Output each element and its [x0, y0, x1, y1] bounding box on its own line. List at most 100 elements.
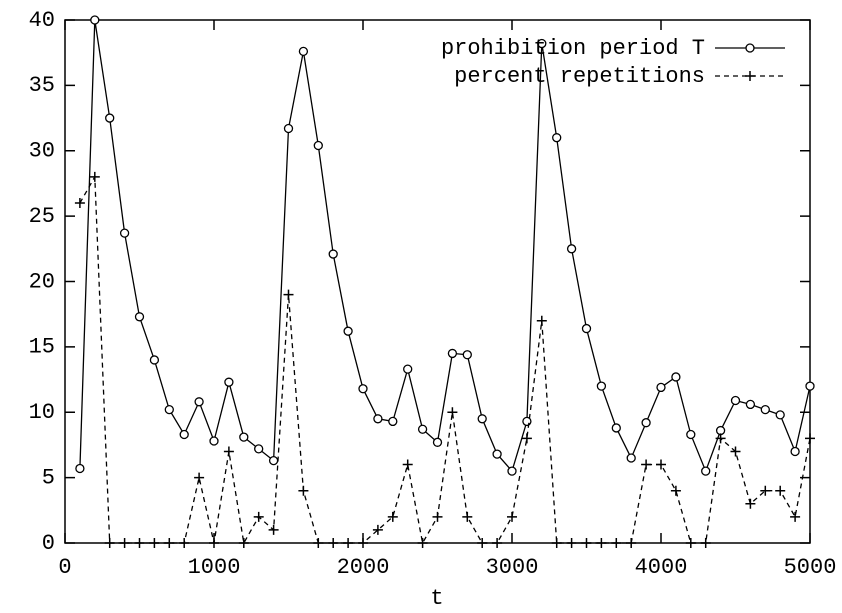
data-point [209, 436, 219, 446]
series-line [79, 174, 811, 545]
data-point [194, 397, 204, 407]
data-point [164, 404, 174, 415]
data-point [671, 372, 681, 382]
data-point [254, 444, 264, 454]
legend-label: prohibition period T [441, 36, 705, 61]
data-point [358, 384, 368, 394]
data-point [373, 414, 383, 424]
y-tick-label: 20 [29, 269, 55, 294]
data-point [581, 323, 592, 334]
data-point [313, 140, 323, 151]
data-point [521, 433, 532, 444]
data-point [403, 364, 413, 374]
data-point [134, 312, 145, 322]
data-point [328, 538, 339, 548]
data-point [492, 538, 503, 548]
data-point [253, 511, 264, 522]
data-point [358, 538, 368, 548]
data-point [283, 289, 294, 300]
data-point [477, 414, 487, 424]
data-point [760, 485, 771, 496]
data-point [536, 315, 547, 326]
y-tick-label: 0 [42, 531, 55, 556]
data-point [239, 432, 249, 442]
data-point [238, 538, 249, 548]
data-point [164, 538, 175, 548]
data-point [417, 424, 428, 434]
data-point [283, 123, 294, 134]
data-point [387, 511, 398, 522]
data-point [402, 459, 413, 470]
y-tick-label: 25 [29, 204, 55, 229]
data-point [670, 485, 681, 496]
data-point [388, 416, 398, 427]
x-tick-label: 0 [58, 555, 71, 580]
data-point [626, 538, 637, 548]
data-point [90, 15, 100, 25]
data-point [343, 538, 354, 548]
data-point [134, 538, 145, 548]
y-tick-label: 30 [29, 139, 55, 164]
data-point [641, 459, 652, 470]
data-point [179, 538, 190, 548]
data-point [194, 472, 205, 483]
data-point [566, 538, 577, 548]
data-point [790, 446, 800, 457]
data-point [700, 538, 711, 548]
x-tick-label: 1000 [188, 555, 241, 580]
data-point [715, 425, 726, 436]
data-point [298, 485, 309, 496]
x-tick-label: 4000 [635, 555, 688, 580]
data-point [507, 511, 517, 522]
x-axis-label: t [430, 586, 443, 611]
data-point [745, 498, 756, 509]
data-point [701, 466, 711, 476]
legend-label: percent repetitions [454, 64, 705, 89]
data-point [805, 433, 815, 444]
data-point [492, 449, 502, 459]
data-point [119, 538, 130, 548]
data-point [432, 437, 443, 447]
data-point [417, 538, 428, 548]
data-point [224, 377, 234, 387]
data-point [656, 459, 666, 470]
data-point [775, 485, 786, 496]
data-point [75, 463, 85, 474]
data-point [477, 538, 488, 548]
data-point [537, 38, 547, 49]
data-point [507, 466, 517, 476]
data-point [611, 423, 621, 433]
data-point [596, 381, 607, 391]
x-tick-label: 3000 [486, 555, 539, 580]
data-point [209, 538, 219, 548]
data-point [104, 538, 115, 548]
y-tick-label: 15 [29, 335, 55, 360]
data-point [447, 407, 458, 418]
data-point [685, 538, 696, 548]
data-point [268, 524, 279, 535]
data-point [179, 429, 189, 440]
data-point [745, 399, 756, 410]
data-point [730, 446, 741, 457]
data-point [268, 455, 279, 466]
data-point [760, 404, 770, 415]
data-point [105, 113, 115, 123]
data-point [596, 538, 607, 548]
data-point [656, 382, 666, 393]
data-point [566, 244, 577, 254]
x-tick-label: 5000 [784, 555, 837, 580]
data-point [298, 46, 309, 57]
data-point [343, 326, 353, 336]
y-tick-label: 5 [42, 465, 55, 490]
data-point [686, 429, 696, 440]
data-point [730, 395, 741, 406]
legend-marker [745, 71, 755, 81]
data-point [611, 538, 622, 548]
series-line [79, 19, 811, 473]
data-point [313, 538, 324, 548]
data-point [372, 524, 383, 535]
data-point [149, 355, 160, 365]
data-point [462, 511, 473, 522]
data-point [805, 381, 815, 391]
